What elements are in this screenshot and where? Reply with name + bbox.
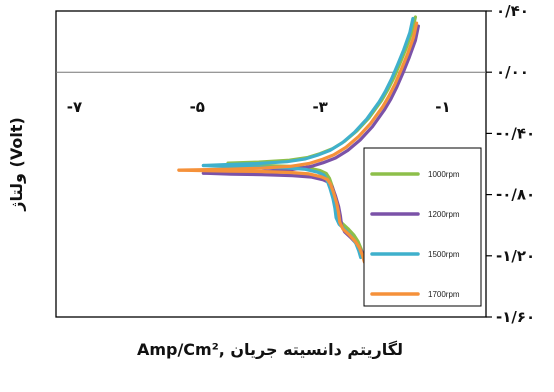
y-tick-label: -۰/۴۰ — [496, 124, 535, 142]
y-axis-label: ولتاژ (Volt) — [7, 117, 26, 212]
legend-label: 1700rpm — [428, 290, 460, 299]
y-tick-label: -۱/۲۰ — [496, 247, 535, 265]
series-anodic-line — [201, 16, 415, 168]
legend: 1000rpm 1200rpm 1500rpm 1700rpm — [370, 170, 460, 299]
series-anodic-line — [201, 24, 420, 175]
curves-group — [177, 15, 420, 267]
legend-box — [363, 147, 482, 307]
y-tick-label: -۱/۶۰ — [496, 308, 535, 326]
series-cathodic-line — [177, 168, 366, 264]
x-tick-label: -۱ — [435, 98, 450, 116]
x-axis-ticks: -۷ -۵ -۳ -۱ — [67, 98, 451, 116]
x-tick-label: -۷ — [67, 98, 82, 116]
y-axis-ticks: ۰/۴۰ ۰/۰۰ -۰/۴۰ -۰/۸۰ -۱/۲۰ -۱/۶۰ — [486, 2, 535, 326]
x-tick-label: -۵ — [190, 98, 205, 116]
y-tick-label: ۰/۰۰ — [496, 63, 529, 81]
y-tick-label: ۰/۴۰ — [496, 2, 529, 20]
y-tick-label: -۰/۸۰ — [496, 186, 535, 204]
x-axis-label: Amp/Cm², لگاریتم دانسیته جریان — [137, 340, 403, 359]
series-anodic-line — [177, 21, 419, 172]
x-tick-label: -۳ — [312, 98, 327, 116]
legend-label: 1500rpm — [428, 250, 460, 259]
legend-label: 1000rpm — [428, 170, 460, 179]
legend-label: 1200rpm — [428, 210, 460, 219]
